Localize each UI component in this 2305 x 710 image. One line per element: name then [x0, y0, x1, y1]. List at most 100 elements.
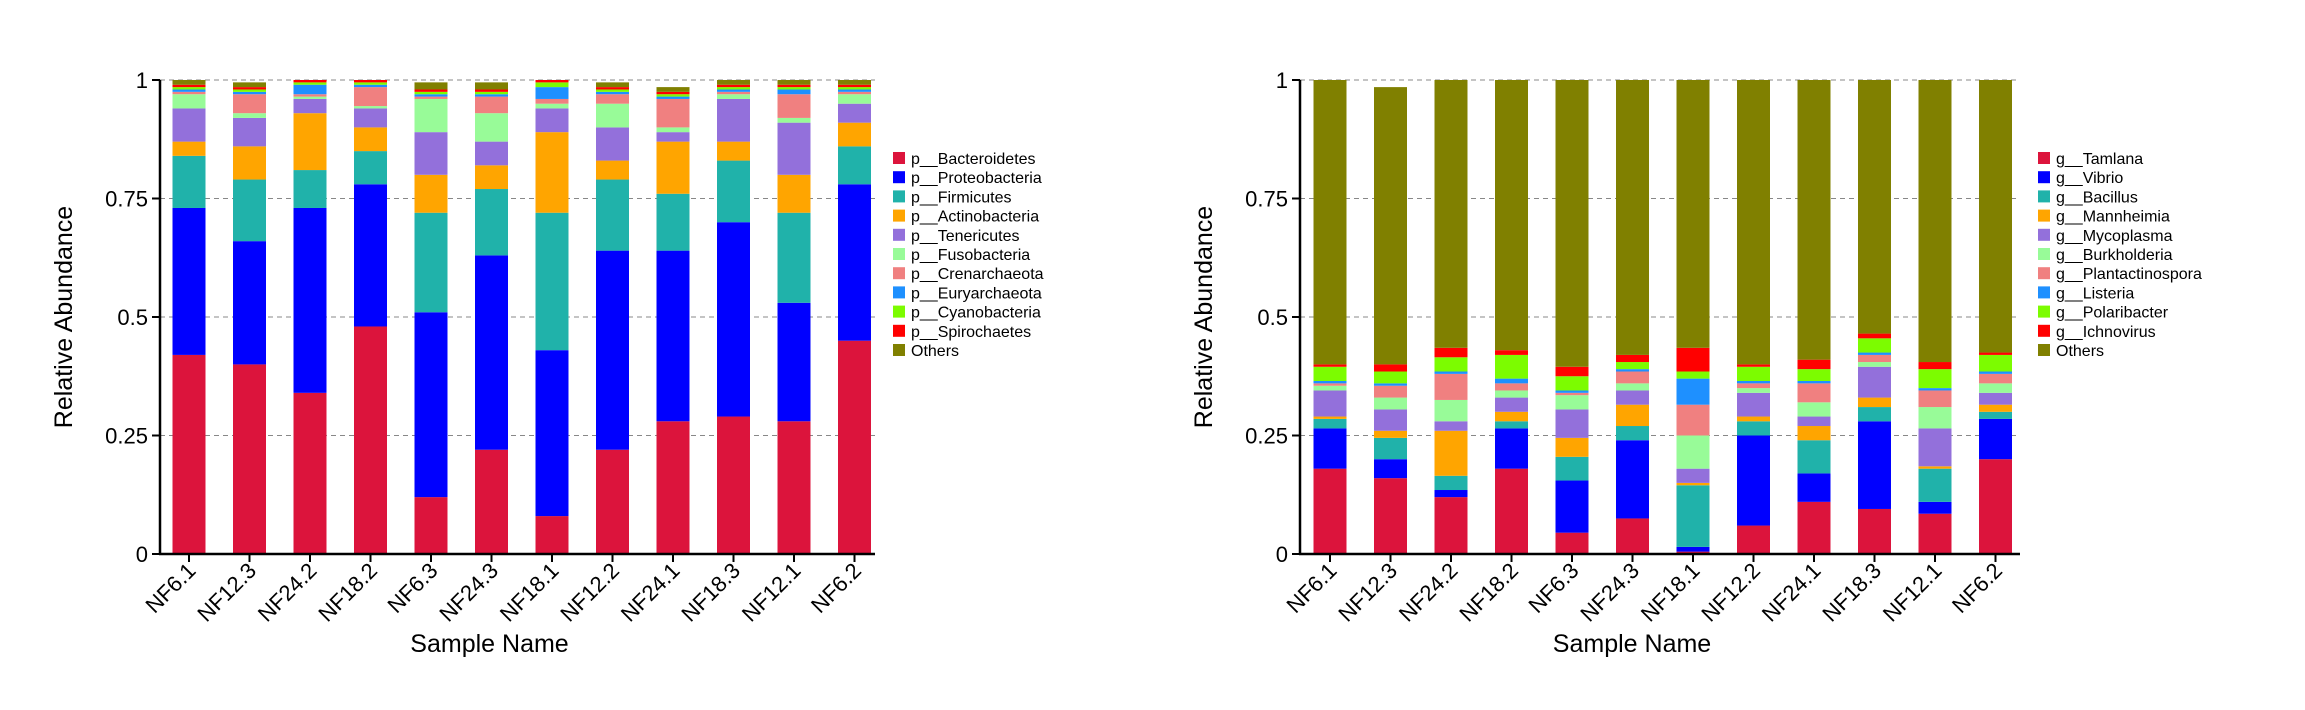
bar-segment	[656, 193, 690, 251]
bar-segment	[596, 449, 629, 554]
bar-segment	[1918, 407, 1952, 429]
bar-segment	[1858, 354, 1891, 363]
x-tick-label: NF24.1	[1757, 558, 1826, 627]
bar-segment	[1374, 383, 1407, 386]
bar-segment	[596, 89, 629, 92]
bar-segment	[1495, 397, 1528, 412]
legend-label: p__Firmicutes	[911, 189, 1011, 206]
bar-segment	[596, 103, 629, 128]
bar-segment	[354, 127, 387, 152]
legend-swatch	[893, 209, 905, 222]
bar-segment	[475, 449, 508, 554]
legend-swatch	[2038, 209, 2050, 222]
legend-swatch	[2038, 324, 2050, 337]
bar-segment	[293, 96, 327, 99]
bar-segment	[1676, 404, 1710, 436]
bar-segment	[777, 302, 811, 422]
bar-segment	[717, 87, 750, 90]
legend-swatch	[893, 286, 905, 299]
bar-segment	[1555, 480, 1589, 533]
bar-segment	[414, 96, 448, 99]
legend-label: g__Ichnovirus	[2056, 324, 2156, 341]
bar-segment	[1979, 418, 2012, 460]
bar-segment	[233, 146, 266, 180]
bar-segment	[838, 94, 871, 104]
bar-segment	[354, 80, 387, 83]
bar-segment	[1495, 378, 1528, 384]
bar-segment	[414, 212, 448, 313]
bar-segment	[1676, 435, 1710, 469]
bar-segment	[172, 91, 206, 95]
bar-segment	[1616, 369, 1649, 372]
bar-segment	[656, 94, 690, 97]
bar-segment	[596, 160, 629, 180]
legend-label: p__Crenarchaeota	[911, 266, 1044, 283]
bar-segment	[172, 84, 206, 88]
bar-segment	[233, 94, 266, 114]
legend-swatch	[893, 267, 905, 280]
legend-label: p__Cyanobacteria	[911, 305, 1041, 322]
bar-segment	[1737, 421, 1770, 436]
bar-segment	[172, 94, 206, 109]
bar-segment	[1555, 409, 1589, 438]
legend-swatch	[2038, 267, 2050, 280]
bar-segment	[1918, 362, 1952, 370]
bar-segment	[354, 84, 387, 88]
bar-segment	[1979, 404, 2012, 412]
x-tick-label: NF12.3	[1333, 558, 1402, 627]
bar-segment	[1979, 459, 2012, 554]
bar-segment	[1616, 404, 1649, 427]
bar-segment	[1979, 411, 2012, 419]
bar-segment	[1676, 378, 1710, 405]
bar-segment	[475, 91, 508, 95]
legend-label: p__Tenericutes	[911, 228, 1020, 245]
bar-segment	[777, 174, 811, 213]
bar-segment	[1374, 364, 1407, 372]
bar-segment	[535, 80, 569, 83]
bar-segment	[777, 84, 811, 88]
bar-segment	[1555, 392, 1589, 396]
bar-segment	[1676, 468, 1710, 483]
bar-segment	[1555, 366, 1589, 377]
legend-label: g__Mycoplasma	[2056, 228, 2173, 245]
bar-segment	[777, 212, 811, 303]
legend-swatch	[893, 228, 905, 241]
bar-segment	[838, 91, 871, 95]
bar-segment	[1616, 371, 1649, 384]
bar-segment	[838, 122, 871, 147]
legend-label: g__Bacillus	[2056, 189, 2138, 206]
bar-segment	[1495, 383, 1528, 391]
bar-segment	[233, 241, 266, 365]
bar-segment	[1676, 80, 1710, 348]
bar-segment	[172, 108, 206, 142]
bar-segment	[293, 207, 327, 393]
bar-segment	[1313, 468, 1347, 554]
legend-label: Others	[911, 343, 959, 360]
legend-swatch	[2038, 171, 2050, 184]
bar-segment	[1979, 383, 2012, 393]
y-tick-label: 0.5	[1257, 305, 1288, 330]
bar-segment	[1737, 388, 1770, 393]
bar-segment	[1918, 369, 1952, 389]
bar-segment	[1313, 418, 1347, 429]
x-axis-title: Sample Name	[410, 630, 568, 658]
bar-segment	[717, 80, 750, 85]
bar-segment	[1737, 364, 1770, 367]
x-tick-label: NF18.3	[1817, 558, 1886, 627]
bar-segment	[535, 98, 569, 104]
bar-segment	[414, 98, 448, 133]
bar-segment	[1858, 80, 1891, 334]
bar-segment	[1797, 369, 1831, 381]
bar-segment	[535, 87, 569, 99]
bar-segment	[1555, 532, 1589, 554]
bar-segment	[1797, 473, 1831, 502]
bar-segment	[354, 184, 387, 327]
bar-segment	[293, 170, 327, 208]
legend-label: Others	[2056, 343, 2104, 360]
bar-segment	[1434, 430, 1468, 476]
bar-segment	[354, 87, 387, 107]
bar-segment	[475, 89, 508, 92]
bar-segment	[1737, 383, 1770, 389]
legend-swatch	[2038, 344, 2050, 356]
x-tick-label: NF18.2	[1454, 558, 1523, 627]
